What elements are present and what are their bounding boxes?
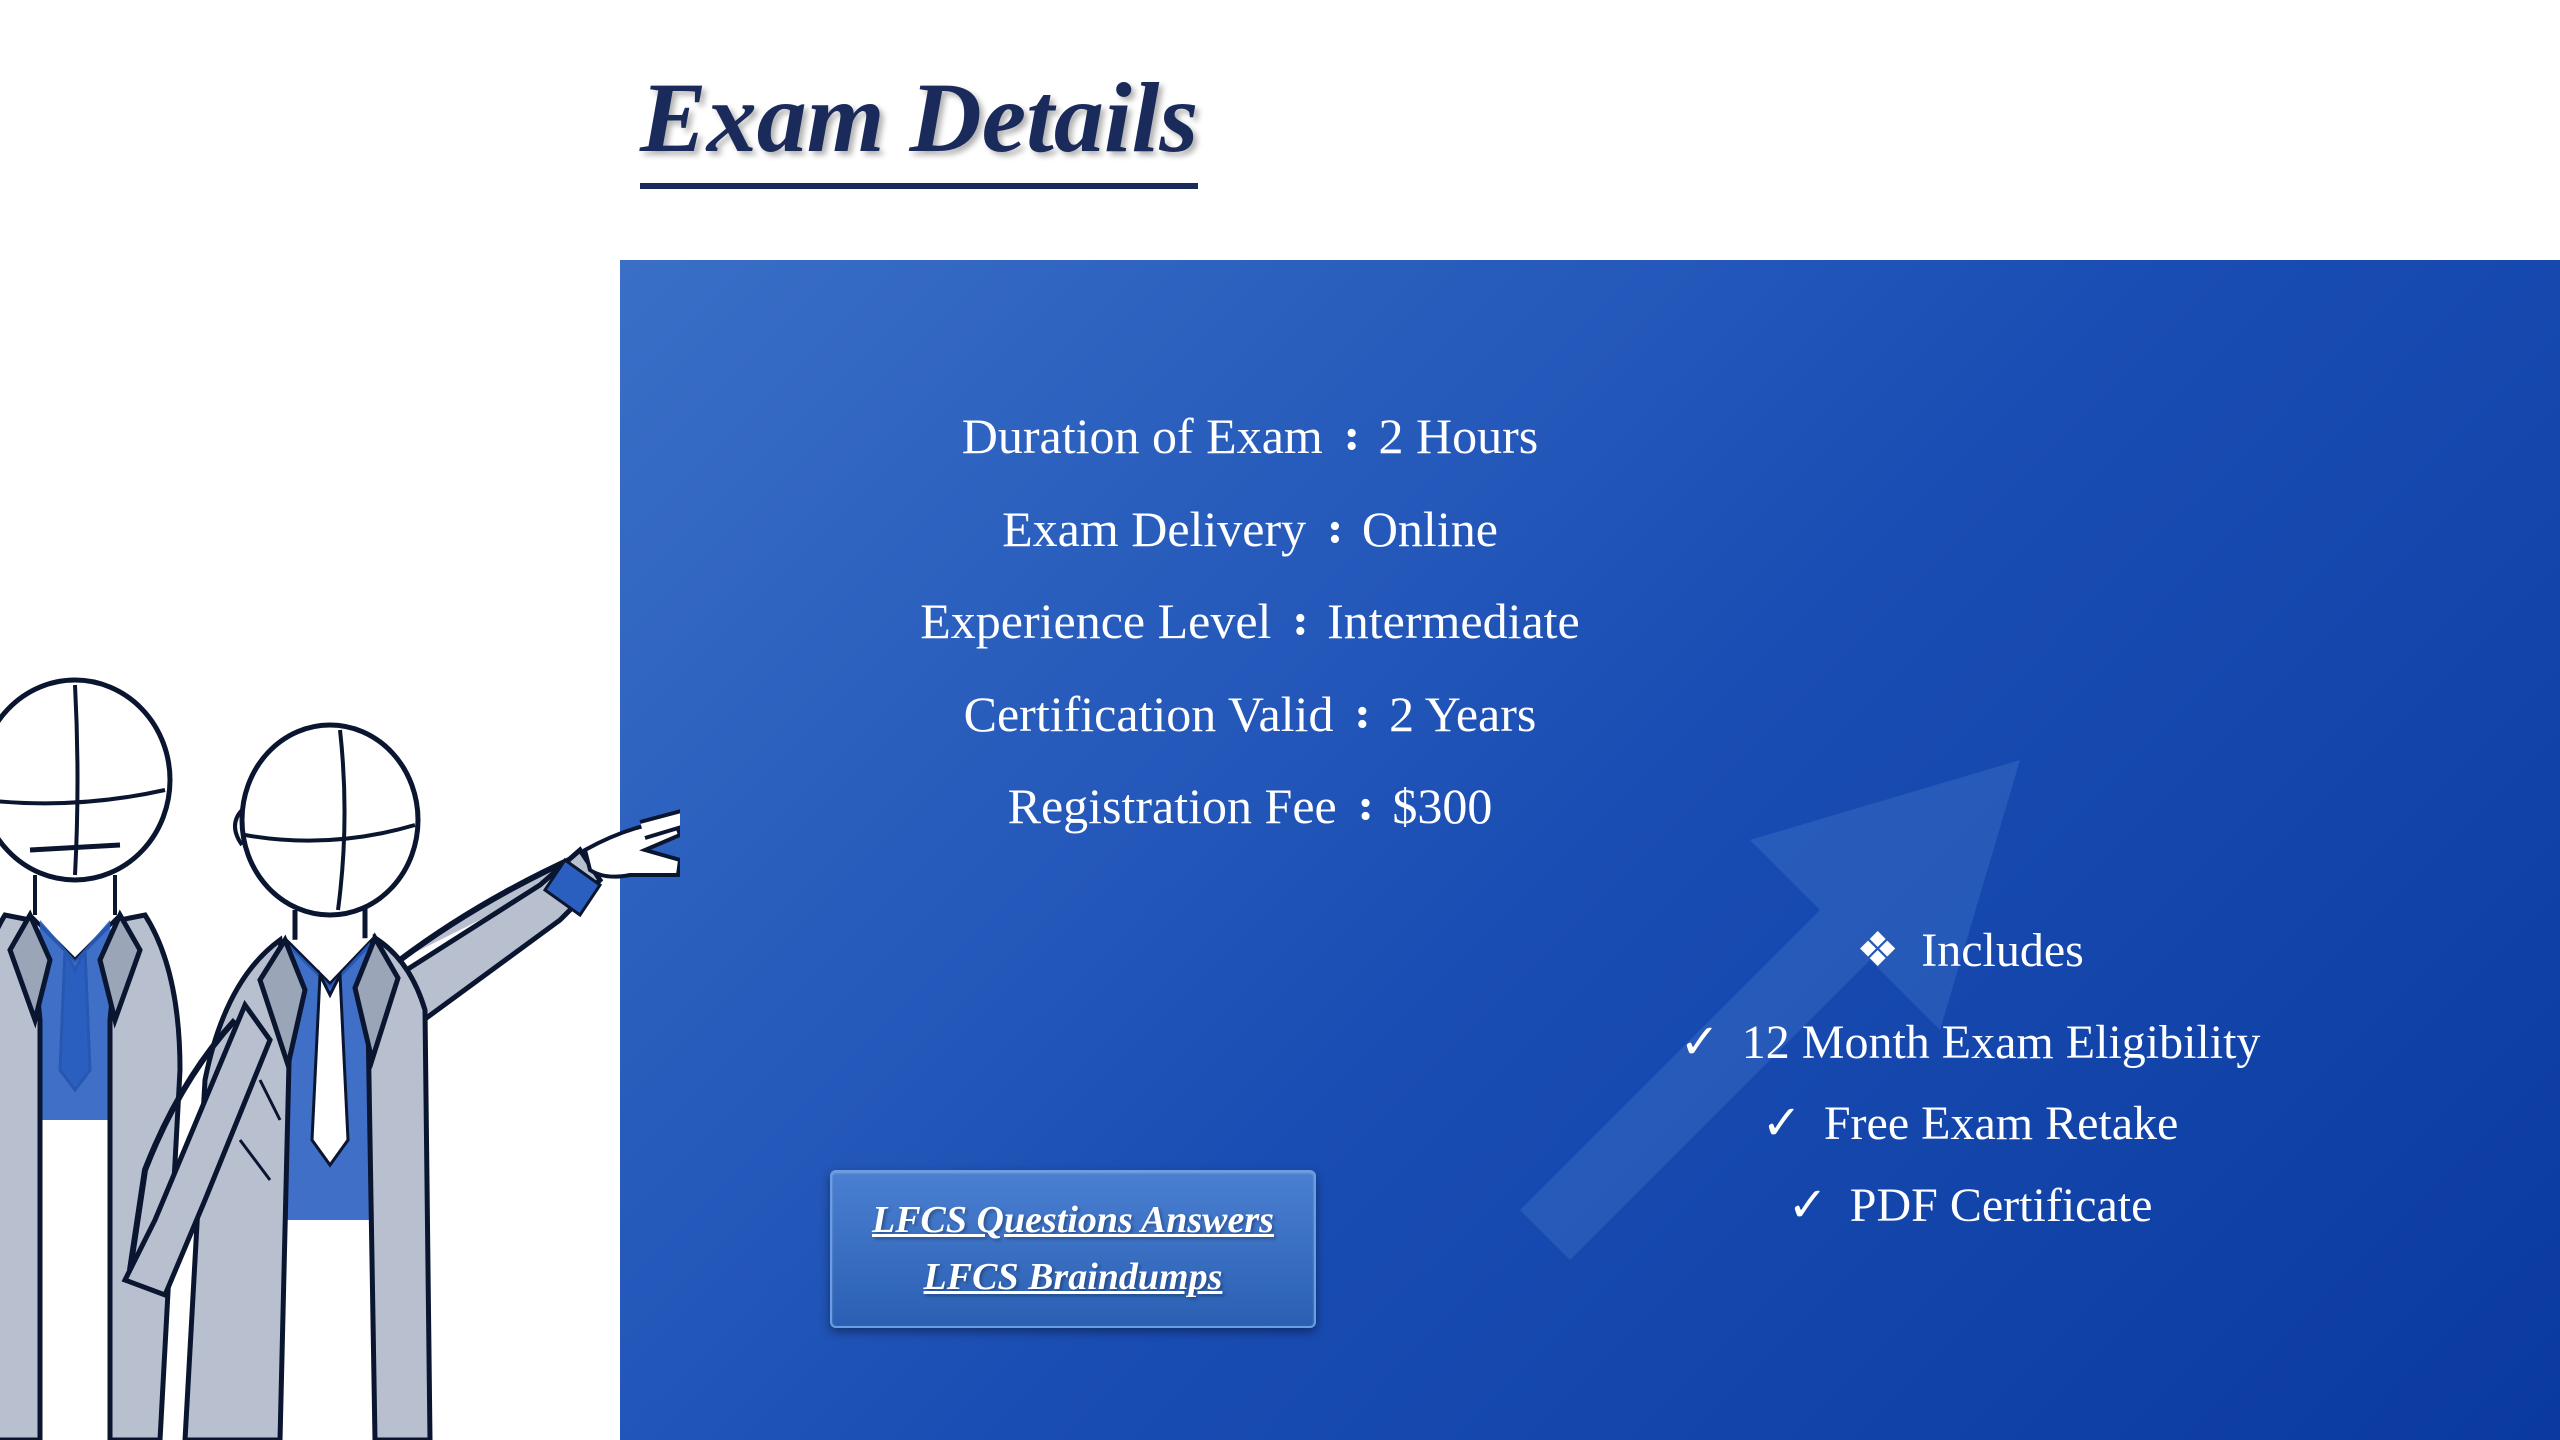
checkmark-icon: ✓	[1788, 1179, 1828, 1232]
cta-link-button[interactable]: LFCS Questions Answers LFCS Braindumps	[830, 1170, 1316, 1328]
detail-label: Experience Level	[920, 593, 1271, 649]
detail-value: Intermediate	[1327, 593, 1580, 649]
detail-row: Registration Fee ꞉ $300	[800, 760, 1700, 853]
includes-item-text: PDF Certificate	[1850, 1179, 2153, 1232]
detail-value: 2 Years	[1389, 686, 1536, 742]
separator: ꞉	[1343, 390, 1358, 483]
page-title: Exam Details	[640, 60, 1198, 189]
separator: ꞉	[1354, 668, 1369, 761]
detail-row: Exam Delivery ꞉ Online	[800, 483, 1700, 576]
title-container: Exam Details	[640, 60, 1198, 189]
detail-row: Certification Valid ꞉ 2 Years	[800, 668, 1700, 761]
includes-header: ❖ Includes	[1470, 910, 2470, 992]
detail-label: Registration Fee	[1008, 778, 1337, 834]
detail-value: Online	[1362, 501, 1498, 557]
includes-item: ✓ PDF Certificate	[1470, 1165, 2470, 1247]
diamond-bullet-icon: ❖	[1856, 924, 1899, 977]
detail-label: Duration of Exam	[962, 408, 1323, 464]
detail-value: 2 Hours	[1378, 408, 1538, 464]
checkmark-icon: ✓	[1762, 1097, 1802, 1150]
detail-row: Duration of Exam ꞉ 2 Hours	[800, 390, 1700, 483]
detail-label: Certification Valid	[964, 686, 1334, 742]
separator: ꞉	[1327, 483, 1342, 576]
separator: ꞉	[1357, 760, 1372, 853]
cta-link-line2: LFCS Braindumps	[872, 1249, 1274, 1306]
separator: ꞉	[1292, 575, 1307, 668]
cta-link-line1: LFCS Questions Answers	[872, 1192, 1274, 1249]
exam-details-list: Duration of Exam ꞉ 2 Hours Exam Delivery…	[800, 390, 1700, 853]
detail-value: $300	[1392, 778, 1492, 834]
business-figures-illustration	[0, 520, 680, 1440]
includes-item: ✓ 12 Month Exam Eligibility	[1470, 1002, 2470, 1084]
includes-title: Includes	[1921, 924, 2084, 977]
detail-row: Experience Level ꞉ Intermediate	[800, 575, 1700, 668]
includes-item-text: Free Exam Retake	[1824, 1097, 2179, 1150]
includes-section: ❖ Includes ✓ 12 Month Exam Eligibility ✓…	[1470, 910, 2470, 1246]
checkmark-icon: ✓	[1680, 1016, 1720, 1069]
content-panel: Duration of Exam ꞉ 2 Hours Exam Delivery…	[620, 260, 2560, 1440]
includes-item-text: 12 Month Exam Eligibility	[1742, 1016, 2261, 1069]
includes-item: ✓ Free Exam Retake	[1470, 1083, 2470, 1165]
detail-label: Exam Delivery	[1002, 501, 1306, 557]
